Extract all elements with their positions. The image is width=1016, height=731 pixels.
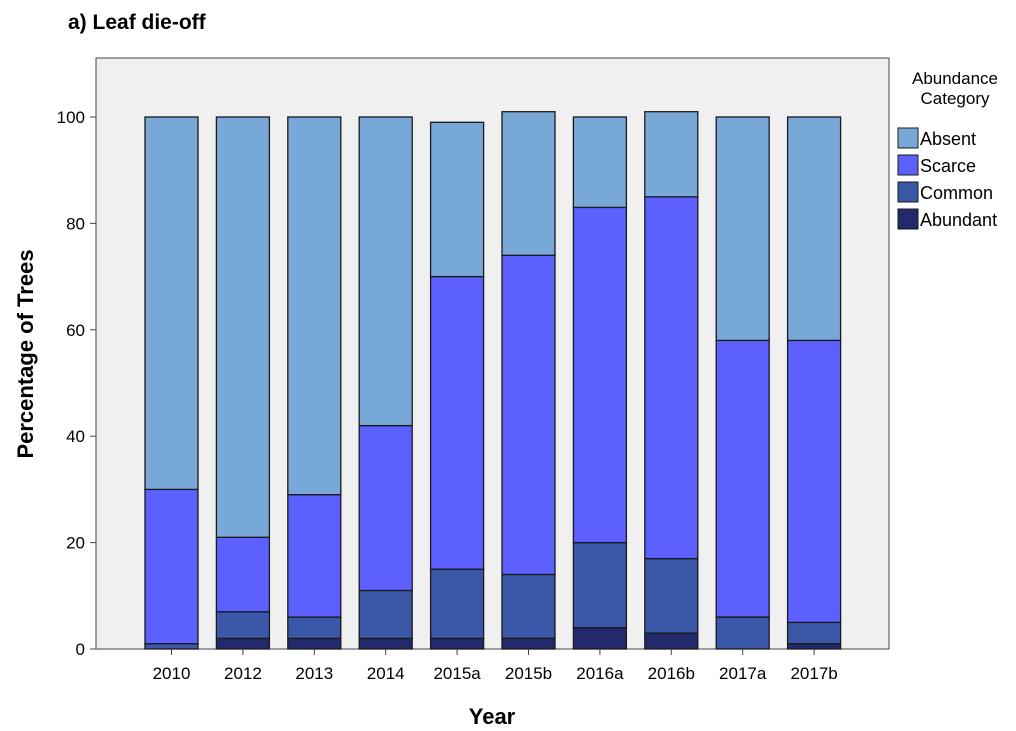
x-tick-label: 2013: [295, 664, 333, 683]
bar-segment-scarce-2012: [215, 536, 271, 613]
legend-swatch-abundant: [897, 208, 919, 230]
bar-segment-scarce-2013: [287, 494, 342, 618]
chart-title: a) Leaf die-off: [68, 11, 207, 34]
bar-segment-absent-2015a: [429, 121, 485, 278]
legend-label-abundant: Abundant: [920, 210, 997, 230]
bar-segment-scarce-2017b: [786, 339, 842, 624]
bar-segment-abundant-2015a: [429, 637, 485, 650]
bar-segment-absent-2010: [144, 116, 199, 491]
bar-segment-scarce-2014: [358, 424, 413, 592]
x-tick-label: 2017a: [719, 664, 767, 683]
y-tick-label: 0: [76, 640, 85, 659]
bar-segment-scarce-2015a: [429, 275, 485, 570]
legend-label-common: Common: [920, 183, 993, 203]
bar-segment-absent-2013: [287, 116, 342, 496]
bar-segment-abundant-2014: [358, 637, 413, 650]
y-tick-label: 100: [57, 108, 85, 127]
x-tick-label: 2014: [367, 664, 405, 683]
y-axis: 0 20 40 60 80 100: [57, 108, 96, 659]
y-tick-label: 60: [66, 321, 85, 340]
bar-segment-scarce-2010: [144, 488, 199, 645]
bar-segment-absent-2016b: [644, 111, 699, 198]
bar-segment-scarce-2016b: [644, 196, 699, 560]
bar-segment-common-2012: [215, 611, 271, 640]
bar-segment-common-2015a: [429, 568, 485, 640]
bar-segment-absent-2012: [215, 116, 271, 538]
x-axis: 2010 2012 2013 2014 2015a 2015b 2016a 2016b 2017…: [153, 649, 838, 683]
bar-segment-abundant-2017b: [786, 643, 842, 650]
bar-segment-scarce-2017a: [715, 339, 770, 618]
x-tick-label: 2016b: [648, 664, 695, 683]
bar-segment-absent-2017b: [786, 116, 842, 342]
bar-segment-scarce-2016a: [572, 206, 628, 544]
bar-segment-common-2017a: [715, 616, 770, 650]
y-tick-label: 20: [66, 534, 85, 553]
bar-segment-common-2016a: [572, 541, 628, 629]
legend-swatch-absent: [897, 127, 919, 149]
bar-segment-absent-2016a: [572, 116, 628, 209]
bar-segment-absent-2015b: [501, 111, 556, 256]
bar-segment-common-2017b: [786, 621, 842, 645]
x-tick-label: 2015a: [433, 664, 481, 683]
bar-segment-abundant-2016a: [572, 627, 628, 650]
bar-segment-absent-2014: [358, 116, 413, 427]
y-axis-title: Percentage of Trees: [13, 249, 38, 458]
x-tick-label: 2016a: [576, 664, 624, 683]
legend-title: Abundance: [912, 69, 998, 88]
legend-label-absent: Absent: [920, 129, 976, 149]
bar-segment-absent-2017a: [715, 116, 770, 342]
bar-segment-scarce-2015b: [501, 254, 556, 576]
bar-segment-common-2014: [358, 589, 413, 640]
legend-title: Category: [921, 89, 990, 108]
bar-segment-abundant-2015b: [501, 637, 556, 650]
legend-swatch-scarce: [897, 154, 919, 176]
bar-segment-common-2013: [287, 616, 342, 640]
bar-segment-abundant-2013: [287, 637, 342, 650]
x-tick-label: 2015b: [505, 664, 552, 683]
bar-segment-common-2015b: [501, 573, 556, 639]
bar-segment-common-2016b: [644, 557, 699, 634]
x-tick-label: 2017b: [790, 664, 837, 683]
x-tick-label: 2010: [153, 664, 191, 683]
legend-swatch-common: [897, 181, 919, 203]
plot-area: [95, 57, 890, 650]
y-tick-label: 40: [66, 427, 85, 446]
y-tick-label: 80: [66, 214, 85, 233]
legend-label-scarce: Scarce: [920, 156, 976, 176]
x-axis-title: Year: [469, 704, 516, 729]
x-tick-label: 2012: [224, 664, 262, 683]
bars-group: [144, 111, 842, 650]
bar-segment-abundant-2012: [215, 637, 271, 650]
bar-segment-common-2010: [144, 643, 199, 650]
bar-segment-abundant-2016b: [644, 632, 699, 650]
